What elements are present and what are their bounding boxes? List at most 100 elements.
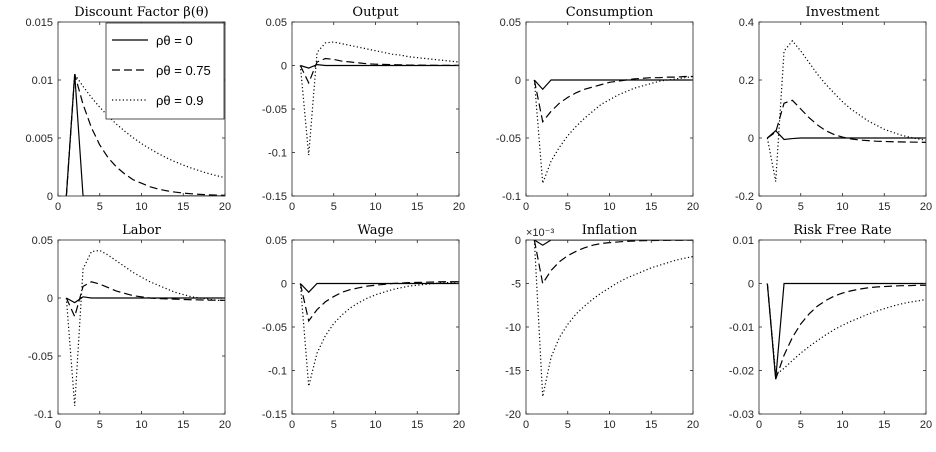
chart-wage-ytick-label: 0.05 [266, 235, 287, 247]
chart-labor-axes [57, 239, 226, 415]
chart-discount-factor-xtick-label: 0 [55, 201, 61, 213]
chart-inflation-ytick-label: -10 [505, 322, 521, 334]
chart-wage-axes [291, 239, 460, 415]
chart-wage: Wage 0 5 10 15 20 -0.15 -0.1 -0.05 0 0.05 [262, 223, 465, 431]
chart-output-ytick-label: -0.05 [262, 104, 287, 116]
chart-consumption-series-dashed [533, 75, 693, 124]
chart-output-ytick-label: -0.15 [262, 191, 287, 203]
chart-investment-xtick-label: 20 [920, 201, 932, 213]
chart-inflation-series-dashed [533, 240, 693, 286]
chart-risk-free-rate-ytick-label: 0 [748, 279, 754, 291]
chart-wage-xtick-label: 10 [369, 419, 381, 431]
chart-labor-series-solid [66, 296, 225, 304]
chart-risk-free-rate-xtick-label: 20 [920, 419, 932, 431]
chart-output-xtick-label: 20 [453, 201, 465, 213]
chart-risk-free-rate-series-solid [766, 282, 926, 380]
chart-wage-xtick-label: 5 [331, 419, 337, 431]
chart-output-series-dashed [299, 57, 459, 85]
chart-wage-ytick-label: -0.05 [262, 322, 287, 334]
chart-inflation-ytick-label: -20 [505, 409, 521, 421]
chart-wage-xtick-label: 0 [289, 419, 295, 431]
chart-risk-free-rate-title: Risk Free Rate [793, 223, 891, 238]
chart-labor-series-dashed [65, 281, 225, 319]
chart-labor-ytick-label: 0.05 [32, 235, 53, 247]
chart-discount-factor-series-solid [65, 74, 225, 196]
chart-labor-ytick-label: -0.1 [34, 409, 53, 421]
chart-consumption-ytick-label: 0.05 [500, 17, 521, 29]
chart-risk-free-rate-ytick-label: -0.01 [729, 322, 754, 334]
chart-output-ytick-label: 0.05 [266, 17, 287, 29]
chart-inflation-ytick-label: -15 [505, 366, 521, 378]
chart-consumption-ytick-label: 0 [515, 75, 521, 87]
chart-labor-xtick-label: 20 [219, 419, 231, 431]
chart-inflation: Inflation 0 5 10 15 20 -20 -15 -10 -5 0 ×10⁻³ [505, 223, 699, 431]
chart-output-axes [291, 21, 460, 197]
chart-inflation-series-dotted [533, 240, 693, 397]
chart-wage-ytick-label: 0 [281, 279, 287, 291]
chart-labor-xtick-label: 10 [135, 419, 147, 431]
chart-investment-title: Investment [805, 5, 880, 20]
chart-labor-xtick-label: 0 [55, 419, 61, 431]
chart-inflation-series-solid [534, 240, 693, 246]
chart-wage-series-solid [299, 282, 459, 294]
chart-inflation-xtick-label: 0 [523, 419, 529, 431]
chart-wage-series-dotted [299, 281, 459, 387]
chart-investment-series-dashed [767, 99, 926, 143]
chart-discount-factor-legend: ρθ = 0 ρθ = 0.75 ρθ = 0.9 [105, 22, 225, 120]
chart-investment-series-solid [766, 129, 926, 141]
chart-discount-factor-legend-box [105, 22, 225, 120]
chart-discount-factor-ytick-label: 0 [47, 191, 53, 203]
chart-wage-series-dashed [299, 281, 459, 323]
chart-investment-xtick-label: 5 [798, 201, 804, 213]
chart-labor-series-dotted [65, 249, 225, 406]
chart-labor-title: Labor [122, 223, 162, 238]
chart-investment-ytick-label: 0.4 [739, 17, 754, 29]
chart-inflation-ytick-label: -5 [511, 279, 521, 291]
chart-investment-axes [758, 21, 927, 197]
chart-risk-free-rate-series-dashed [766, 283, 926, 380]
chart-risk-free-rate-xtick-label: 0 [756, 419, 762, 431]
chart-wage-ytick-label: -0.1 [268, 366, 287, 378]
chart-discount-factor-title: Discount Factor β(θ) [74, 5, 209, 20]
chart-output-xtick-label: 15 [411, 201, 423, 213]
chart-investment-ytick-label: 0 [748, 133, 754, 145]
chart-risk-free-rate-ytick-label: -0.03 [729, 409, 754, 421]
chart-risk-free-rate-axes [758, 239, 927, 415]
chart-risk-free-rate: Risk Free Rate 0 5 10 15 20 -0.03 -0.02 -0.01 0 0.… [729, 223, 932, 431]
chart-consumption-xtick-label: 10 [603, 201, 615, 213]
chart-consumption-ytick-label: -0.1 [502, 191, 521, 203]
chart-labor-ytick-label: -0.05 [28, 351, 53, 363]
chart-discount-factor-xtick-label: 10 [135, 201, 147, 213]
chart-output-series-solid [300, 64, 459, 69]
chart-output-ytick-label: -0.1 [268, 148, 287, 160]
chart-labor-xtick-label: 15 [177, 419, 189, 431]
chart-inflation-axes [525, 239, 694, 415]
chart-inflation-xtick-label: 10 [603, 419, 615, 431]
chart-inflation-title: Inflation [582, 223, 638, 238]
chart-output-xtick-label: 0 [289, 201, 295, 213]
chart-discount-factor-xtick-label: 5 [97, 201, 103, 213]
chart-consumption-xtick-label: 0 [523, 201, 529, 213]
chart-discount-factor-ytick-label: 0.015 [25, 17, 53, 29]
chart-risk-free-rate-ytick-label: 0.01 [733, 235, 754, 247]
chart-discount-factor-legend-label: ρθ = 0.9 [156, 93, 204, 108]
chart-inflation-ytick-label: 0 [515, 235, 521, 247]
chart-discount-factor-ytick-label: 0.005 [25, 133, 53, 145]
chart-labor: Labor 0 5 10 15 20 -0.1 -0.05 0 0.05 [28, 223, 231, 431]
chart-inflation-xtick-label: 15 [645, 419, 657, 431]
chart-investment-xtick-label: 10 [836, 201, 848, 213]
chart-output-ytick-label: 0 [281, 61, 287, 73]
chart-wage-title: Wage [358, 223, 394, 238]
chart-investment-series-dotted [766, 39, 926, 182]
chart-discount-factor-series-dotted [65, 72, 225, 196]
chart-discount-factor-legend-label: ρθ = 0 [156, 33, 193, 48]
chart-output-xtick-label: 5 [331, 201, 337, 213]
chart-wage-xtick-label: 15 [411, 419, 423, 431]
chart-output: Output 0 5 10 15 20 -0.15 -0.1 -0.05 0 0.05 [262, 5, 465, 213]
chart-investment-ytick-label: 0.2 [739, 75, 754, 87]
chart-inflation-xtick-label: 5 [565, 419, 571, 431]
chart-risk-free-rate-xtick-label: 10 [836, 419, 848, 431]
chart-labor-xtick-label: 5 [97, 419, 103, 431]
chart-wage-xtick-label: 20 [453, 419, 465, 431]
